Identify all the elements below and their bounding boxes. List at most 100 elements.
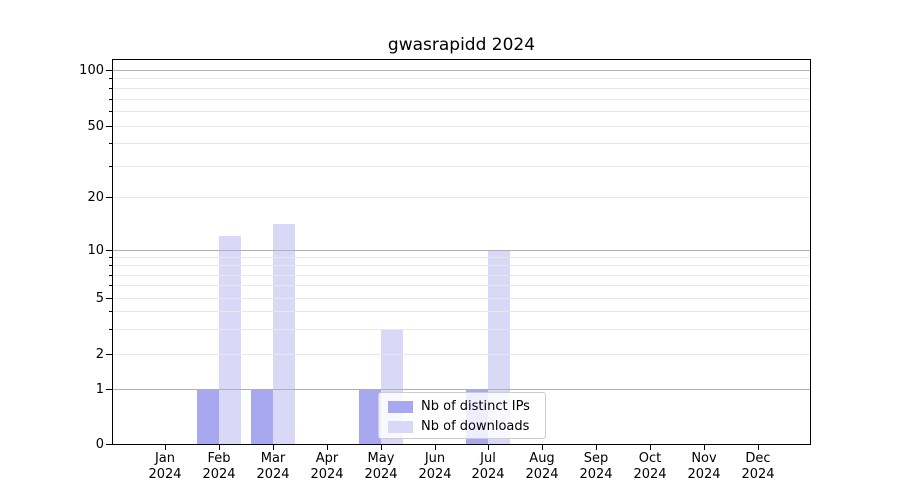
x-tick-label-may: May 2024 [349,451,413,483]
x-tick-label-aug: Aug 2024 [510,451,574,483]
y-tick-label: 10 [87,243,104,258]
gridline-minor [113,257,810,259]
x-tick-label-year: 2024 [364,467,398,482]
y-tick-mark [106,250,112,251]
y-tick-label: 20 [87,190,104,205]
x-tick-label-month: May [367,451,395,466]
y-minor-tick-mark [109,111,112,112]
x-tick-label-year: 2024 [148,467,182,482]
gridline-minor [113,265,810,267]
gridline-minor [113,87,810,89]
x-tick-label-mar: Mar 2024 [241,451,305,483]
y-tick-label: 5 [95,291,104,306]
legend-item-distinct-ips: Nb of distinct IPs [388,397,545,416]
y-tick-label: 2 [95,347,104,362]
x-tick-label-jan: Jan 2024 [133,451,197,483]
x-tick-label-year: 2024 [579,467,613,482]
bar-distinct-ips-mar [250,389,273,444]
x-tick-mark [704,445,705,450]
y-minor-tick-mark [109,265,112,266]
y-minor-tick-mark [109,78,112,79]
plot-area: Nb of distinct IPs Nb of downloads [112,59,811,445]
x-tick-label-month: Feb [207,451,231,466]
x-tick-label-month: Aug [529,451,555,466]
gridline-major [113,250,810,251]
legend-swatch-downloads [388,420,413,433]
gridline-minor [113,111,810,113]
y-tick-mark [106,298,112,299]
gridline-minor [113,354,810,356]
gridline-minor [113,98,810,100]
x-tick-label-jun: Jun 2024 [403,451,467,483]
x-tick-mark [165,445,166,450]
legend: Nb of distinct IPs Nb of downloads [378,392,546,439]
y-minor-tick-mark [109,257,112,258]
legend-label-downloads: Nb of downloads [421,418,530,434]
x-tick-mark [327,445,328,450]
legend-item-downloads: Nb of downloads [388,417,545,436]
y-minor-tick-mark [109,99,112,100]
x-tick-mark [596,445,597,450]
gridline-major [113,389,810,391]
x-tick-label-jul: Jul 2024 [456,451,520,483]
bar-distinct-ips-may [358,389,381,444]
x-tick-label-month: Oct [638,451,662,466]
gridline-minor [113,285,810,287]
x-tick-label-month: Mar [260,451,286,466]
x-tick-mark [273,445,274,450]
gridline-minor [113,143,810,145]
x-tick-label-year: 2024 [525,467,559,482]
x-tick-label-month: Jul [480,451,496,466]
x-tick-label-year: 2024 [687,467,721,482]
gridline-major [113,70,810,71]
y-tick-mark [106,197,112,198]
gridline-minor [113,311,810,313]
chart-title: gwasrapidd 2024 [387,35,536,55]
x-tick-label-year: 2024 [741,467,775,482]
legend-swatch-distinct-ips [388,400,413,413]
x-tick-label-sep: Sep 2024 [564,451,628,483]
y-tick-mark [106,126,112,127]
x-tick-label-feb: Feb 2024 [187,451,251,483]
x-tick-label-year: 2024 [256,467,290,482]
x-tick-label-year: 2024 [202,467,236,482]
x-tick-label-month: Jan [154,451,176,466]
x-tick-label-year: 2024 [418,467,452,482]
gridline-minor [113,197,810,199]
x-tick-label-oct: Oct 2024 [618,451,682,483]
y-tick-mark [106,444,112,445]
bar-downloads-feb [218,236,241,444]
gridline-minor [113,274,810,276]
x-tick-label-dec: Dec 2024 [726,451,790,483]
gridline-minor [113,125,810,127]
x-tick-label-year: 2024 [633,467,667,482]
x-tick-label-month: Apr [315,451,339,466]
legend-label-distinct-ips: Nb of distinct IPs [421,398,530,414]
y-minor-tick-mark [109,285,112,286]
x-tick-label-nov: Nov 2024 [672,451,736,483]
y-tick-label: 100 [79,63,104,78]
y-tick-mark [106,389,112,390]
y-minor-tick-mark [109,311,112,312]
y-tick-mark [106,354,112,355]
x-tick-label-year: 2024 [310,467,344,482]
x-tick-label-month: Sep [583,451,609,466]
y-tick-label: 1 [95,382,104,397]
x-tick-mark [542,445,543,450]
y-tick-mark [106,70,112,71]
x-tick-label-month: Jun [424,451,446,466]
gridline-minor [113,329,810,331]
bar-distinct-ips-feb [196,389,219,444]
y-tick-label: 0 [95,437,104,452]
gridline-minor [113,78,810,80]
x-tick-label-year: 2024 [471,467,505,482]
y-tick-label: 50 [87,119,104,134]
x-tick-mark [219,445,220,450]
y-minor-tick-mark [109,275,112,276]
x-tick-label-month: Nov [691,451,717,466]
y-minor-tick-mark [109,166,112,167]
x-tick-mark [488,445,489,450]
x-tick-mark [435,445,436,450]
y-minor-tick-mark [109,143,112,144]
